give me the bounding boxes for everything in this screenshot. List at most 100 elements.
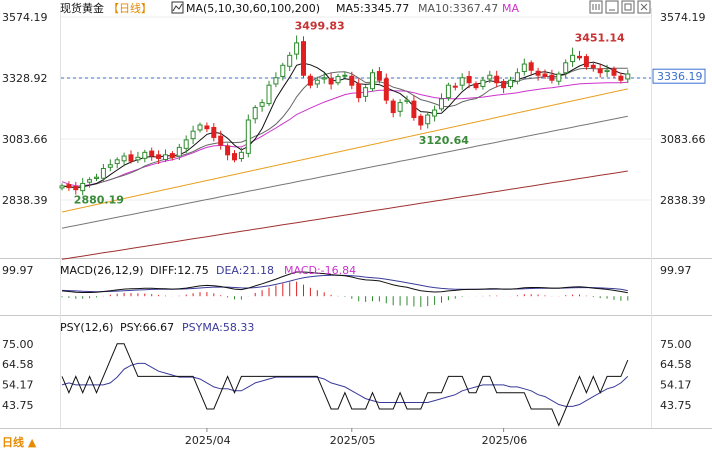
candle	[459, 73, 465, 90]
psy-tick-label-left: 43.75	[2, 399, 34, 412]
candle	[156, 150, 162, 165]
ma100-line	[61, 115, 628, 229]
candle-body	[494, 75, 500, 84]
candle-body	[480, 79, 486, 87]
minimize-icon[interactable]	[605, 0, 619, 14]
date-axis: 2025/04 2025/05 2025/06	[185, 428, 527, 447]
candle-body	[376, 71, 382, 81]
date-tick-label: 2025/06	[482, 434, 528, 447]
candle	[376, 67, 382, 84]
candle	[480, 76, 486, 90]
candle	[121, 152, 127, 167]
candle	[404, 95, 410, 104]
candle	[183, 135, 189, 154]
macd-tick-label-left: 99.97	[2, 264, 34, 277]
candle-body	[238, 151, 244, 160]
candle-body	[439, 98, 444, 110]
candle-body	[411, 100, 417, 119]
candle-body	[59, 185, 65, 189]
candle-body	[397, 102, 403, 112]
ma-more: MA	[502, 2, 519, 15]
candle	[411, 95, 417, 121]
psyma-value: PSYMA:58.33	[182, 321, 254, 334]
candle	[452, 82, 458, 91]
candle	[211, 122, 217, 142]
candle-body	[563, 62, 569, 74]
candle-body	[135, 156, 141, 161]
candle-body	[356, 83, 362, 99]
candle-body	[197, 124, 203, 131]
candle	[445, 82, 451, 101]
candle	[597, 64, 603, 78]
candle	[604, 64, 610, 77]
candle-body	[370, 72, 375, 90]
candle-body	[287, 54, 293, 67]
candle	[232, 150, 237, 163]
candle-body	[94, 176, 99, 179]
candle-body	[473, 83, 479, 89]
candle-body	[535, 70, 541, 76]
candle-body	[390, 100, 396, 114]
candle-body	[73, 185, 79, 191]
candle	[370, 69, 375, 92]
candle	[307, 73, 313, 89]
candle-body	[459, 77, 465, 86]
ma-spec[interactable]: MA(5,10,30,60,100,200)	[186, 2, 320, 15]
date-tick-label: 2025/05	[330, 434, 376, 447]
candle	[425, 111, 431, 129]
candlesticks[interactable]	[59, 35, 631, 196]
candle	[245, 114, 251, 158]
candle-body	[307, 75, 313, 86]
close-icon[interactable]	[637, 0, 651, 14]
candle-body	[577, 55, 582, 59]
candle	[583, 54, 589, 70]
macd-tick-label-right: 99.97	[660, 264, 692, 277]
candle	[314, 76, 320, 88]
candle-body	[452, 85, 458, 88]
candle	[577, 50, 582, 61]
candle	[280, 62, 286, 81]
candle-body	[190, 130, 196, 140]
candle-body	[597, 68, 603, 74]
candle	[204, 122, 210, 132]
candle	[135, 151, 141, 164]
candle	[494, 70, 500, 88]
candle	[356, 78, 362, 103]
line-chart-icon	[172, 3, 183, 12]
psy-tick-label-right: 64.58	[660, 358, 692, 371]
candle	[287, 51, 293, 72]
current-price-value: 3336.19	[657, 70, 703, 83]
price-tick-label-left: 3083.66	[2, 133, 48, 146]
price-axis: 3574.193574.193328.923328.923083.663083.…	[2, 11, 706, 207]
candle-body	[314, 79, 320, 85]
candle-body	[80, 182, 86, 192]
indicator-box-icon[interactable]	[171, 1, 184, 14]
candle-body	[169, 153, 175, 158]
candle	[100, 164, 106, 182]
adjust-icon[interactable]	[589, 0, 603, 14]
candle-body	[204, 125, 210, 130]
candle	[176, 143, 182, 161]
candle	[590, 61, 596, 72]
macd-panel: 99.97 99.97	[2, 264, 692, 307]
price-annotation: 3451.14	[575, 32, 625, 45]
candle-body	[87, 179, 93, 183]
candle	[342, 71, 348, 79]
candle-body	[218, 135, 224, 146]
candle-body	[252, 107, 258, 120]
candle-body	[508, 79, 513, 87]
candle-body	[445, 84, 451, 99]
candle-body	[383, 78, 389, 101]
period-tag: 【日线】	[108, 1, 152, 15]
restore-icon[interactable]	[621, 0, 635, 14]
ma10-line	[61, 67, 628, 189]
candle-body	[542, 73, 548, 77]
candle	[73, 181, 79, 195]
candle-body	[583, 56, 589, 68]
psyma-line	[61, 362, 629, 407]
period-button[interactable]: 日线 ▲	[2, 435, 37, 449]
candle-body	[335, 75, 341, 84]
candle-body	[528, 62, 534, 71]
candle-body	[232, 153, 237, 161]
